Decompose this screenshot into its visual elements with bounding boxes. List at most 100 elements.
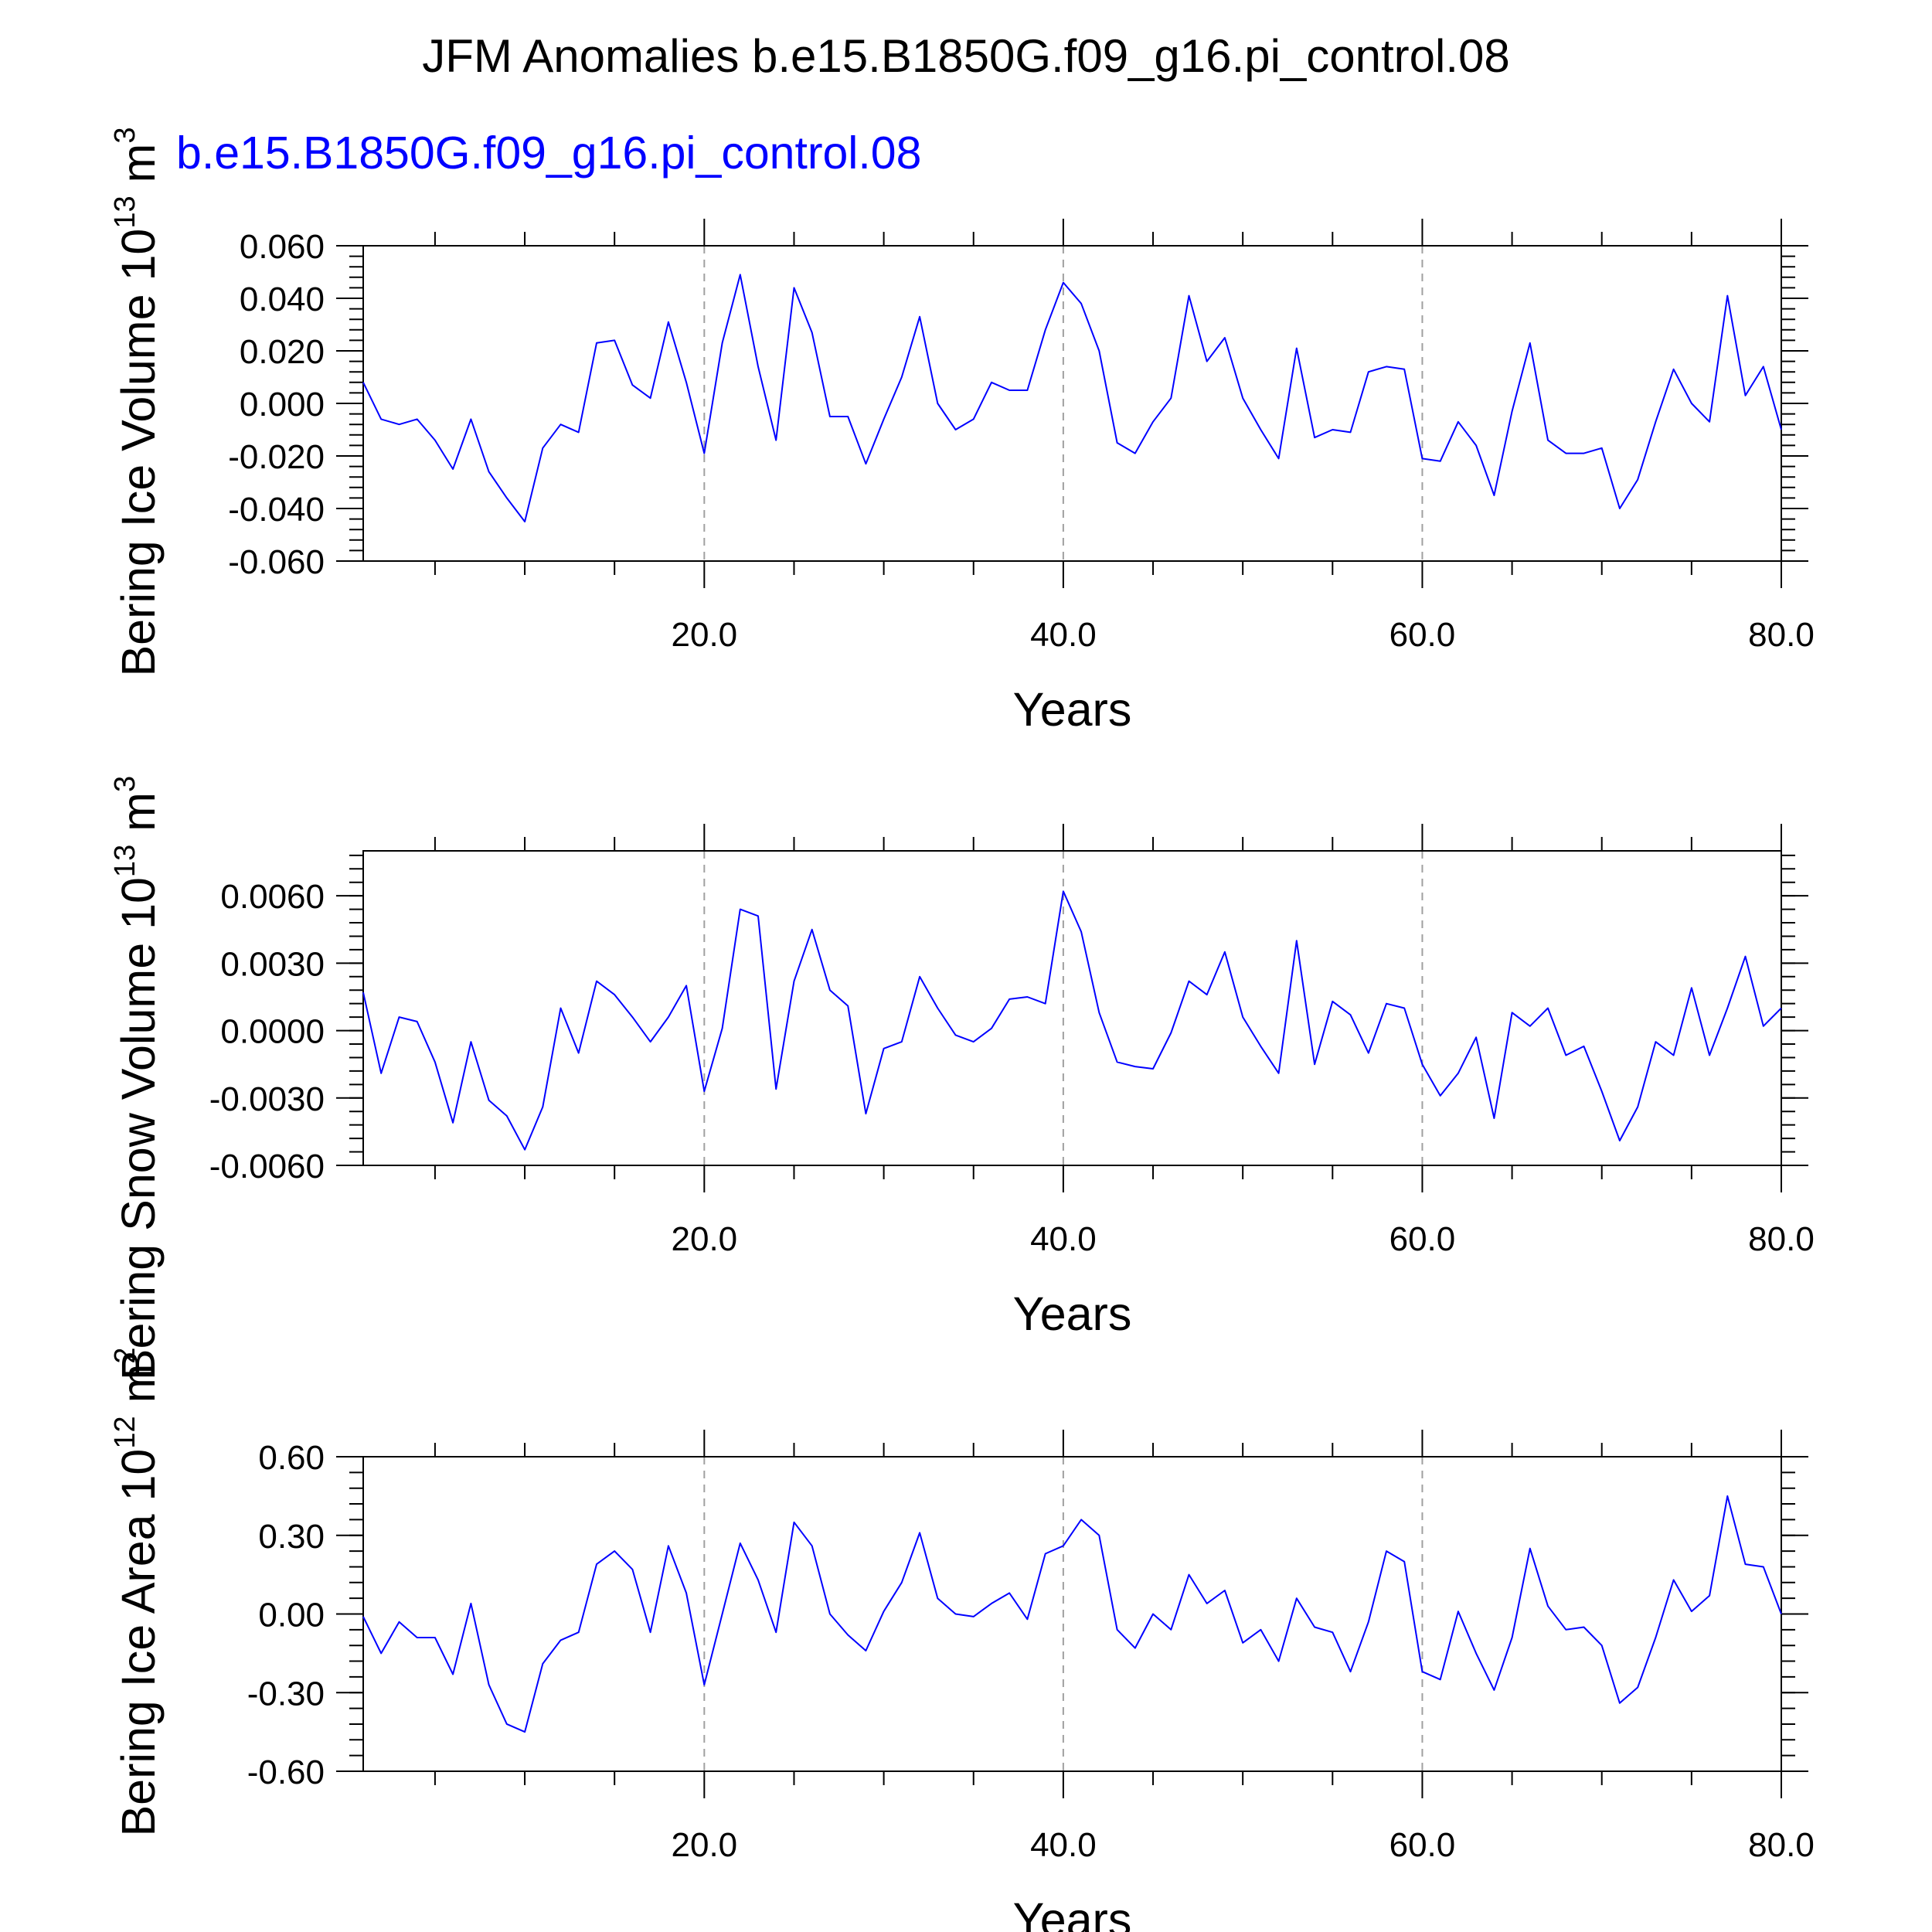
data-point	[1151, 1612, 1155, 1617]
data-point	[1528, 1024, 1532, 1029]
chart-panel-1: 20.0 40.0 60.0 80.0 0.060 0.040 0.020 0.000 -0.0…	[109, 127, 1815, 736]
data-point	[1617, 1701, 1622, 1706]
data-point	[540, 1662, 545, 1666]
data-point	[1653, 1635, 1658, 1640]
data-point	[1240, 396, 1245, 400]
data-point	[1420, 456, 1424, 461]
data-point	[1635, 1685, 1640, 1689]
data-point	[1277, 1659, 1281, 1664]
x-tick-label: 40.0	[1030, 616, 1097, 654]
data-point	[1707, 1594, 1712, 1598]
data-point	[1349, 1012, 1353, 1017]
data-point	[1402, 367, 1406, 372]
data-point	[1330, 427, 1335, 432]
data-point	[415, 1635, 420, 1640]
data-point	[1510, 1010, 1515, 1015]
data-point	[1258, 427, 1263, 432]
data-point	[361, 380, 366, 385]
data-point	[415, 1019, 420, 1024]
data-point	[1600, 1643, 1604, 1648]
data-point	[1312, 435, 1317, 440]
data-point	[1330, 999, 1335, 1004]
data-point	[1007, 997, 1012, 1002]
data-point	[1689, 401, 1694, 406]
data-point	[774, 1087, 778, 1091]
data-point	[433, 1635, 437, 1640]
data-point	[1115, 440, 1120, 445]
y-tick-label: -0.60	[247, 1753, 325, 1791]
data-point	[756, 364, 760, 369]
data-point	[756, 913, 760, 918]
x-tick-label: 80.0	[1748, 616, 1815, 654]
x-tick-label: 60.0	[1389, 1220, 1456, 1258]
data-point	[630, 1567, 634, 1572]
data-point	[684, 1590, 689, 1595]
data-point	[845, 1004, 850, 1009]
data-point	[900, 1039, 904, 1044]
y-axis-label: Bering Ice Volume 1013 m3	[109, 127, 165, 676]
data-point	[577, 1630, 581, 1634]
data-point	[577, 430, 581, 434]
y-tick-label: 0.020	[240, 333, 325, 371]
data-point	[505, 495, 509, 500]
x-tick-label: 20.0	[672, 616, 738, 654]
data-point	[487, 1098, 492, 1103]
data-point	[810, 330, 815, 335]
data-point	[738, 272, 743, 277]
data-point	[1186, 979, 1191, 984]
data-point	[1097, 349, 1101, 353]
data-point	[1779, 1612, 1784, 1617]
data-point	[361, 990, 366, 995]
y-tick-label: 0.0000	[220, 1013, 325, 1051]
data-point	[1349, 1669, 1353, 1674]
data-point	[720, 341, 725, 345]
data-point	[1115, 1060, 1120, 1064]
data-point	[1438, 459, 1443, 464]
data-point	[396, 1620, 401, 1624]
data-point	[1384, 364, 1389, 369]
data-point	[756, 1577, 760, 1582]
data-point	[1223, 950, 1227, 954]
data-point	[1546, 1604, 1550, 1608]
data-point	[882, 417, 886, 421]
x-tick-label: 20.0	[672, 1220, 738, 1258]
data-point	[828, 988, 832, 992]
data-point	[1581, 1624, 1586, 1629]
data-point	[882, 1609, 886, 1614]
data-point	[433, 1060, 437, 1064]
data-point	[468, 1039, 473, 1044]
data-point	[1672, 1577, 1676, 1582]
x-axis-label: Years	[1013, 1287, 1132, 1340]
data-point	[989, 380, 994, 385]
data-point	[630, 1015, 634, 1019]
data-point	[1079, 301, 1083, 306]
data-point	[487, 469, 492, 474]
data-point	[1061, 1543, 1066, 1548]
data-point	[774, 1630, 778, 1634]
y-tick-label: -0.0060	[209, 1148, 325, 1185]
data-point	[1330, 1630, 1335, 1634]
y-tick-label: 0.0060	[220, 878, 325, 916]
y-tick-label: -0.040	[228, 491, 325, 529]
data-point	[1115, 1628, 1120, 1632]
x-axis-label: Years	[1013, 683, 1132, 736]
data-point	[1025, 995, 1029, 999]
data-point	[1707, 1053, 1712, 1058]
data-point	[451, 1121, 455, 1125]
data-point	[612, 1549, 617, 1553]
data-point	[1510, 1635, 1515, 1640]
data-point	[900, 375, 904, 379]
data-point	[522, 1148, 527, 1152]
data-point	[1384, 1549, 1389, 1553]
data-point	[594, 979, 599, 984]
data-point	[702, 1089, 706, 1094]
data-point	[791, 285, 796, 290]
data-point	[863, 1111, 868, 1116]
data-point	[1007, 1590, 1012, 1595]
data-point	[935, 401, 940, 406]
data-point	[1366, 369, 1371, 374]
data-point	[1672, 367, 1676, 372]
data-point	[630, 383, 634, 387]
series-line	[362, 890, 1782, 1151]
